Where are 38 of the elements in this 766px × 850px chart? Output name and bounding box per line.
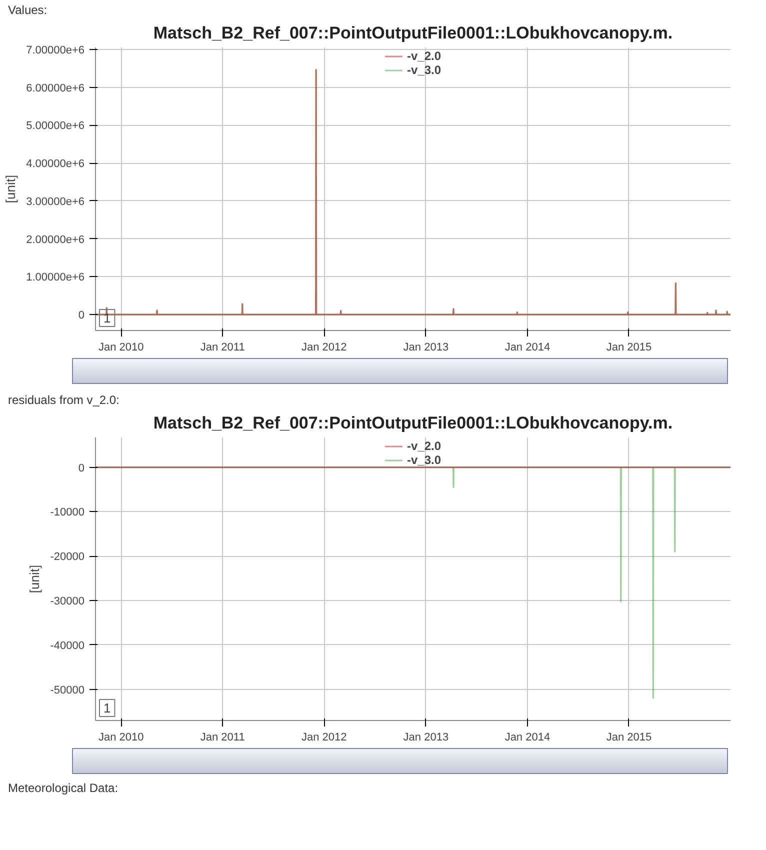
x-tick-label: Jan 2012: [302, 732, 347, 744]
y-axis-title: [unit]: [3, 174, 18, 204]
x-tick-label: Jan 2010: [98, 342, 144, 354]
legend-label: -v_2.0: [406, 49, 442, 63]
x-tick-label: Jan 2010: [98, 732, 144, 744]
y-tick-label: 4.00000e+6: [26, 158, 84, 170]
x-tick-label: Jan 2013: [403, 732, 449, 744]
annotation: 1: [104, 700, 111, 716]
legend-label: -v_3.0: [406, 63, 442, 77]
x-tick-label: Jan 2014: [504, 732, 550, 744]
legend-label: -v_2.0: [406, 439, 442, 453]
x-tick-label: Jan 2015: [606, 342, 652, 354]
y-tick-label: 1.00000e+6: [26, 272, 84, 284]
x-tick-label: Jan 2014: [504, 342, 550, 354]
y-tick-label: -50000: [50, 684, 85, 696]
y-tick-label: 5.00000e+6: [26, 120, 84, 132]
y-tick-label: -40000: [50, 640, 85, 652]
text: residuals from v_2.0:: [8, 392, 120, 409]
legend-label: -v_3.0: [406, 453, 442, 467]
x-tick-label: Jan 2011: [200, 342, 245, 354]
x-tick-label: Jan 2011: [200, 732, 245, 744]
x-tick-label: Jan 2012: [302, 342, 347, 354]
y-tick-label: -10000: [50, 506, 85, 519]
chart-title: Matsch_B2_Ref_007::PointOutputFile0001::LObukhovcanopy.m.: [153, 414, 673, 432]
y-axis-title: [unit]: [27, 564, 42, 594]
x-tick-label: Jan 2015: [606, 732, 652, 744]
y-tick-label: 0: [78, 462, 85, 474]
y-tick-label: 2.00000e+6: [26, 234, 84, 246]
y-tick-label: -20000: [50, 551, 85, 564]
chart-title: Matsch_B2_Ref_007::PointOutputFile0001::LObukhovcanopy.m.: [153, 24, 673, 42]
y-tick-label: 6.00000e+6: [26, 82, 84, 94]
text: Meteorological Data:: [8, 780, 118, 797]
x-tick-label: Jan 2013: [403, 342, 449, 354]
y-tick-label: -30000: [50, 596, 85, 608]
y-tick-label: 0: [78, 310, 85, 322]
y-tick-label: 7.00000e+6: [26, 44, 84, 56]
y-tick-label: 3.00000e+6: [26, 196, 84, 208]
text: Values:: [8, 2, 48, 19]
